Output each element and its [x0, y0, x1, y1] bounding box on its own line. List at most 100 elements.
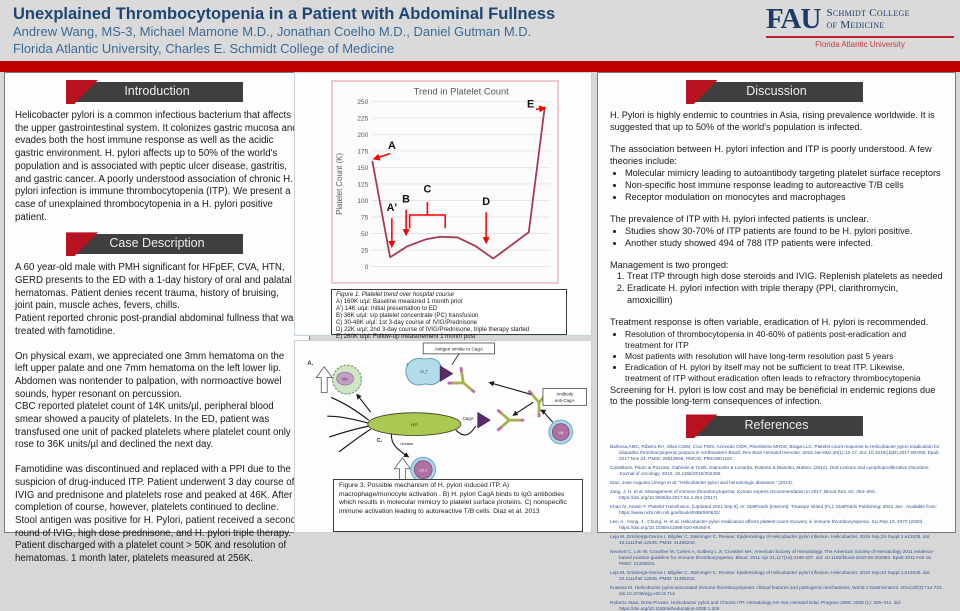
flagellum [327, 415, 369, 424]
h-pylori-bacterium [367, 412, 462, 436]
caga-link-curve [455, 425, 477, 436]
section-title: Introduction [124, 84, 190, 98]
poster: { "header": { "title": "Unexplained Thro… [0, 0, 960, 540]
section-header-case-description: Case Description [66, 232, 243, 257]
case-paragraph: On physical exam, we appreciated one 3mm… [15, 350, 285, 400]
reference-item: Diaz, Jose Augusto Urrego et al. “Helico… [610, 480, 794, 486]
case-paragraph: CBC reported platelet count of 14K units… [15, 401, 291, 451]
antigen-pointer-line [451, 353, 460, 365]
chart-ytick-label: 250 [357, 99, 368, 106]
figure3-label-antigen: Antigen similar to CagA [435, 347, 484, 352]
caga-antigen-triangle [477, 411, 491, 429]
arrow-hp-to-monocyte [356, 393, 372, 413]
chart-annotation-label-D: D [482, 196, 490, 208]
discussion-paragraph: Management is two pronged: [610, 259, 729, 270]
reference-item: Kuwana M. Helicobacter pylori-associated… [610, 584, 943, 596]
discussion-paragraph: The association between H. pylori infect… [610, 143, 932, 166]
chart-ylabel: Platelet Count (K) [335, 153, 344, 215]
figure3-label-lb1: LB-1 [419, 469, 427, 473]
figure3-label-caga: CagA [463, 416, 474, 421]
figure1-caption-line: A) 160K u/µl: Baseline measured 1 month … [336, 297, 463, 305]
chart-ytick-label: 25 [361, 247, 369, 254]
case-description-text: A 60 year-old male with PMH significant … [15, 262, 299, 565]
figure3-label-antibody1: Antibody [556, 391, 574, 396]
chart-ytick-label: 50 [361, 231, 369, 238]
chart-ytick-label: 0 [365, 264, 369, 271]
figure1-caption-line: C) 30-48K u/µl: 1st 3-day course of IVIG… [336, 318, 478, 326]
arrow-antibody-to-platelet [488, 381, 532, 395]
figure3-label-hp: HP [411, 423, 419, 429]
reference-item: Roberto Stasi, Drew Provan; Helicobacter… [610, 599, 902, 611]
fau-university-logo: FAU Schmidt College of Medicine Florida … [766, 5, 954, 57]
authors-line: Andrew Wang, MS-3, Michael Mamone M.D., … [13, 24, 532, 39]
chart-ytick-label: 75 [361, 214, 369, 221]
references-list: Barbosa AMC, Ribeiro RA, Silva CISM, Cru… [610, 444, 943, 611]
discussion-theories-list: Molecular mimicry leading to autoantibod… [610, 168, 943, 204]
block-up-arrow-icon [315, 365, 334, 393]
flagellum [329, 425, 369, 438]
figure1-caption-line: D) 22K u/µl: 2nd 3-day course of IVIG/Pr… [336, 325, 530, 333]
arrow-lb-to-antibody [540, 409, 554, 423]
reference-item: Lee, A., Hong, J., Chung, H. et al. Heli… [610, 519, 924, 531]
list-item: Non-specific host immune response leadin… [625, 180, 943, 192]
figure3-label-a: A. [307, 361, 313, 367]
chart-data-line [371, 106, 546, 260]
discussion-paragraph: Treatment response is often variable, er… [610, 317, 929, 328]
igg-antibody [446, 365, 483, 402]
logo-red-rule [766, 36, 954, 38]
reference-item: Barbosa AMC, Ribeiro RA, Silva CISM, Cru… [610, 444, 940, 461]
intro-paragraph: Helicobacter pylori is a common infectio… [15, 110, 298, 223]
red-accent-triangle [66, 232, 98, 257]
chart-annotation-arrow [535, 105, 547, 113]
section-header-references: References [685, 414, 863, 439]
monocyte-nucleus [336, 371, 354, 386]
discussion-prevalence-list: Studies show 30-70% of ITP patients are … [610, 226, 943, 250]
discussion-paragraph: H. Pylori is highly endemic to countries… [610, 110, 935, 132]
figure1-caption-title: Figure 1. Platelet trend over hospital c… [336, 291, 454, 298]
figure1-caption: Figure 1. Platelet trend over hospital c… [331, 289, 567, 340]
red-accent-triangle [685, 414, 718, 439]
reference-item: Neunert C, Lim W, Crowther M, Cohen A, S… [610, 549, 935, 566]
chart-annotation-arrow [372, 152, 391, 161]
discussion-paragraph: The prevalence of ITP with H. pylori inf… [610, 213, 869, 224]
reference-item: Khan AI, Anwer F. Platelet Transfusion. … [610, 504, 937, 516]
list-item: Most patients with resolution will have … [625, 351, 943, 362]
list-item: Resolution of thrombocytopenia in 40-60%… [625, 329, 943, 351]
case-paragraph: Famotidine was discontinued and replaced… [15, 464, 297, 565]
logo-college-name: Schmidt College of Medicine [826, 7, 909, 31]
discussion-paragraph: Screening for H. pylori is low cost and … [610, 384, 936, 407]
b-lymphocyte-nucleus [551, 423, 570, 441]
figure3-caption: Figure 3. Possible mechanism of H. pylor… [333, 479, 583, 532]
figure3-label-c: C. [377, 438, 383, 444]
chart-ytick-label: 100 [357, 198, 368, 205]
figure1-caption-line: E) 260K u/µl: Follow-up measurement 1 mo… [336, 332, 476, 340]
affiliation-line: Florida Atlantic University, Charles E. … [13, 41, 395, 56]
chart-ytick-label: 125 [357, 181, 368, 188]
chart-annotation-label-E: E [527, 98, 534, 110]
header: Unexplained Thrombocytopenia in a Patien… [0, 0, 960, 61]
figure3-label-lb: LB [558, 430, 563, 435]
case-paragraph: Patient reported chronic post-prandial a… [15, 313, 299, 337]
figure3-mechanism-diagram: A. Mo HP CagA B. PLT Antigen similar to … [307, 342, 587, 483]
arrow-urease [390, 433, 410, 458]
mimicry-antigen-triangle [439, 365, 454, 383]
figure3-label-urease: Urease [400, 441, 414, 446]
section-header-introduction: Introduction [66, 80, 243, 104]
figure1-caption-line: B) 36K u/µl: s/p platelet concentrate (P… [336, 311, 479, 319]
platelet-chart-svg: 0 25 50 75 100 125 150 175 200 225 250 Trend in Pla… [335, 87, 551, 271]
introduction-text: Helicobacter pylori is a common infectio… [15, 110, 299, 224]
discussion-management-list: Treat ITP through high dose steroids and… [610, 271, 943, 307]
reference-item: Castellarin, Paolo & Pozzato, Gabriele &… [610, 465, 930, 476]
section-title: Case Description [109, 236, 205, 251]
flagellum [330, 396, 370, 421]
chart-ytick-label: 150 [357, 165, 368, 172]
left-column: Introduction Helicobacter pylori is a co… [4, 72, 310, 564]
reference-item: Jang, J. H. et al. Management of immune … [610, 489, 876, 501]
chart-annotation-label-A: A' [387, 202, 398, 214]
section-title: References [744, 418, 809, 433]
page-title: Unexplained Thrombocytopenia in a Patien… [13, 5, 556, 23]
right-column: Discussion H. Pylori is highly endemic t… [597, 72, 956, 611]
chart-annotation-label-A: A [388, 140, 396, 152]
reference-item: Leja M, Grinberga-Derica I, Bilgilier C,… [610, 569, 931, 581]
chart-title: Trend in Platelet Count [414, 87, 509, 97]
